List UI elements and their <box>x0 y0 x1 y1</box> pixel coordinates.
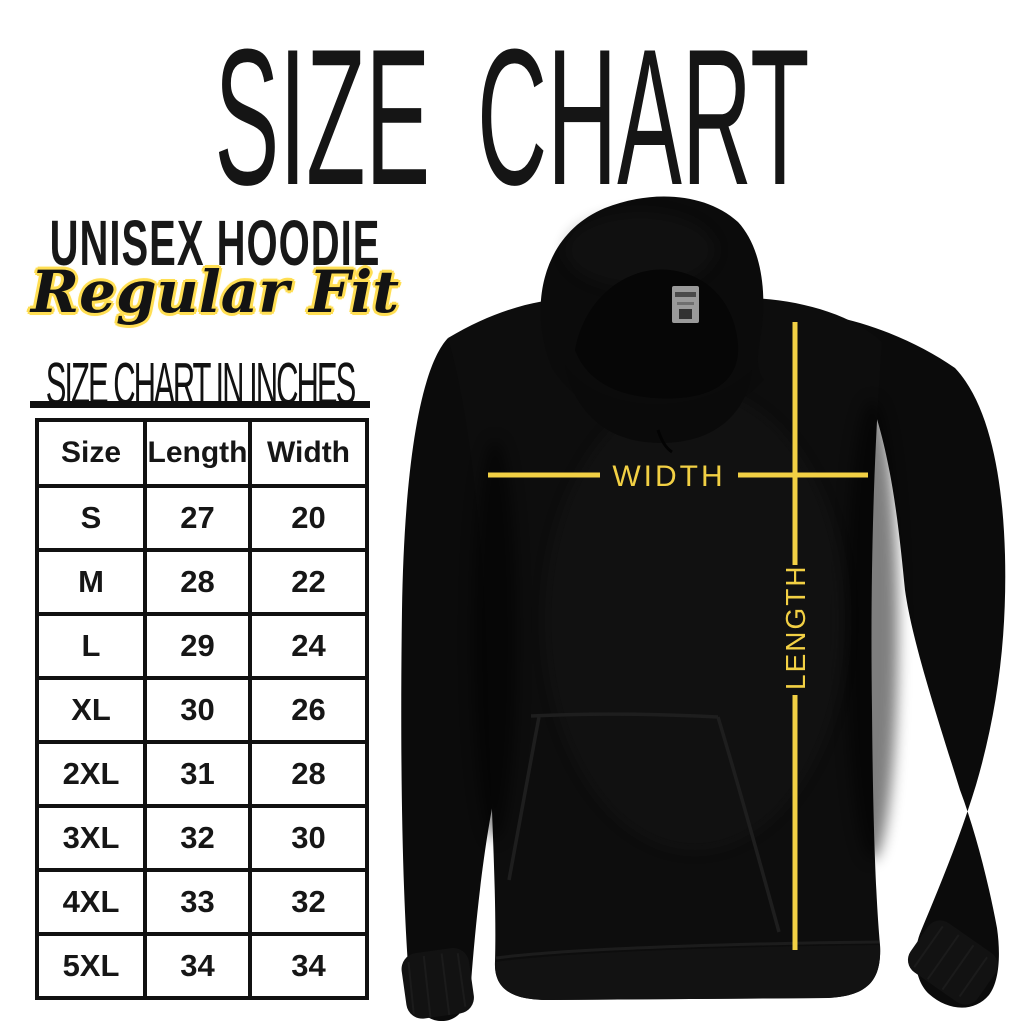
col-header-size: Size <box>35 418 147 488</box>
neck-tag <box>672 286 699 323</box>
cell-size: XL <box>35 676 147 744</box>
col-header-length: Length <box>143 418 252 488</box>
table-heading: SIZE CHART IN INCHES <box>30 351 370 418</box>
table-heading-text: SIZE CHART IN INCHES <box>45 351 357 418</box>
cell-width: 24 <box>248 612 369 680</box>
cell-width: 20 <box>248 484 369 552</box>
left-cuff <box>401 947 474 1019</box>
chest-highlight <box>545 390 845 850</box>
cell-width: 34 <box>248 932 369 1000</box>
cell-length: 31 <box>143 740 252 808</box>
body-left-shadow <box>473 440 517 840</box>
body-right-shadow <box>846 400 898 860</box>
cell-length: 30 <box>143 676 252 744</box>
hood-drape <box>565 365 752 443</box>
col-header-width: Width <box>248 418 369 488</box>
table-row: XL 30 26 <box>35 676 369 744</box>
table-row: 2XL 31 28 <box>35 740 369 808</box>
length-label: LENGTH <box>780 564 811 690</box>
product-fit-text: Regular Fit <box>30 258 400 326</box>
cell-length: 29 <box>143 612 252 680</box>
width-label: WIDTH <box>612 460 725 493</box>
cell-width: 32 <box>248 868 369 936</box>
cell-size: 3XL <box>35 804 147 872</box>
cell-length: 28 <box>143 548 252 616</box>
hem-band <box>494 945 881 1000</box>
cell-length: 27 <box>143 484 252 552</box>
table-header-row: Size Length Width <box>35 418 369 488</box>
table-row: 5XL 34 34 <box>35 932 369 1000</box>
product-name: UNISEX HOODIE <box>15 209 415 279</box>
cell-size: 5XL <box>35 932 147 1000</box>
drape-crease <box>656 429 673 454</box>
cell-size: L <box>35 612 147 680</box>
hoodie-photo: WIDTH LENGTH <box>400 190 1024 1024</box>
cell-length: 34 <box>143 932 252 1000</box>
cell-width: 26 <box>248 676 369 744</box>
page-title-text: SIZE CHART <box>214 8 810 226</box>
hood-highlight <box>565 212 715 288</box>
cell-size: M <box>35 548 147 616</box>
heading-underline <box>30 401 370 408</box>
hoodie-illustration: WIDTH LENGTH <box>401 196 1006 1022</box>
table-row: M 28 22 <box>35 548 369 616</box>
cell-width: 22 <box>248 548 369 616</box>
cell-width: 30 <box>248 804 369 872</box>
cell-size: 4XL <box>35 868 147 936</box>
measurement-overlay: WIDTH LENGTH <box>488 322 868 950</box>
cell-width: 28 <box>248 740 369 808</box>
cell-length: 33 <box>143 868 252 936</box>
size-table: Size Length Width S 27 20 M 28 22 L 29 2… <box>35 418 369 1000</box>
hem-seam <box>495 940 880 960</box>
table-row: L 29 24 <box>35 612 369 680</box>
product-fit: Regular Fit <box>15 258 415 326</box>
cell-size: S <box>35 484 147 552</box>
right-cuff <box>907 920 998 1005</box>
table-row: S 27 20 <box>35 484 369 552</box>
kangaroo-pocket <box>507 712 781 933</box>
table-row: 4XL 33 32 <box>35 868 369 936</box>
product-name-text: UNISEX HOODIE <box>49 209 381 280</box>
table-row: 3XL 32 30 <box>35 804 369 872</box>
cell-size: 2XL <box>35 740 147 808</box>
hoodie-right-sleeve <box>740 307 1006 1008</box>
page-title: SIZE CHART <box>0 20 1024 214</box>
cell-length: 32 <box>143 804 252 872</box>
